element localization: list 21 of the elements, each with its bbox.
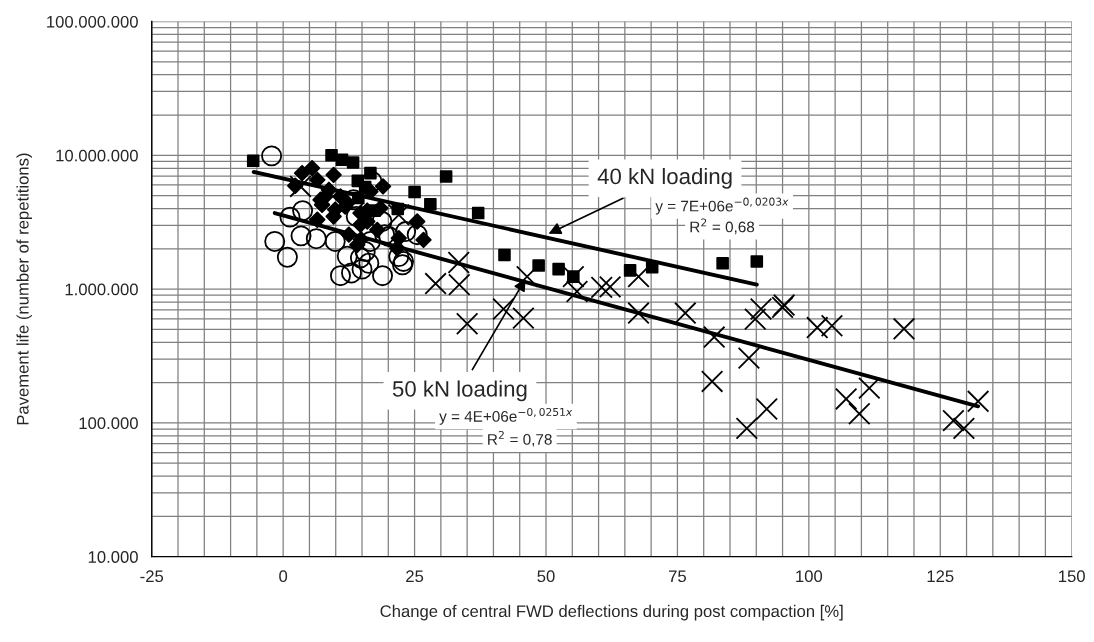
- annotation: y = 7E+06e$^{−0,0203x}$: [655, 197, 789, 215]
- x-tick-label: 25: [406, 570, 424, 583]
- y-tick-label: 10.000: [88, 551, 138, 563]
- x-tick-label: 150: [1059, 570, 1085, 583]
- annotation: R$^{2}$ = 0,78: [488, 430, 552, 447]
- x-tick-label: 100: [796, 570, 823, 583]
- y-tick-label: 100.000.000: [47, 15, 138, 28]
- annotation: 50 kN loading: [392, 380, 527, 402]
- x-tick-label: 0: [279, 570, 288, 583]
- y-tick-label: 100.000: [79, 417, 138, 430]
- x-tick-label: 50: [537, 570, 555, 583]
- annotation: 40 kN loading: [597, 167, 732, 189]
- x-axis-title: Change of central FWD deflections during post compaction [%]: [380, 604, 843, 621]
- x-tick-label: -25: [140, 570, 164, 583]
- y-tick-label: 1.000.000: [65, 283, 138, 296]
- annotation: R$^{2}$ = 0,68: [690, 218, 755, 235]
- x-tick-label: 125: [927, 570, 954, 583]
- y-tick-label: 10.000.000: [56, 149, 138, 162]
- x-tick-label: 75: [669, 570, 686, 583]
- y-axis-title: Pavement life (number of repetitions): [16, 153, 32, 425]
- annotation: y = 4E+06e$^{−0,0251x}$: [439, 407, 573, 425]
